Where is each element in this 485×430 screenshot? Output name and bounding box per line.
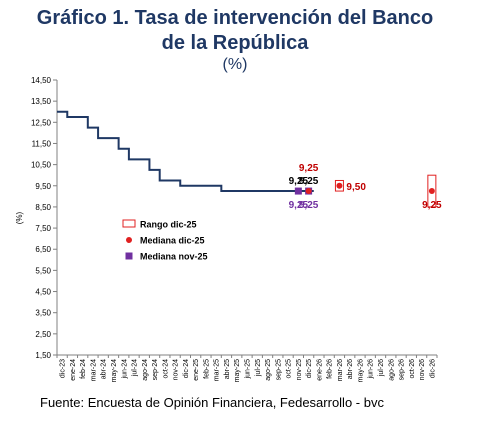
x-tick-label: jun-24 — [121, 359, 128, 380]
x-tick-label: may-25 — [234, 359, 241, 382]
x-tick-label: jul-26 — [378, 359, 385, 377]
y-tick-label: 7,50 — [35, 224, 51, 233]
y-axis-label: (%) — [15, 211, 24, 224]
x-tick-label: ene-26 — [316, 359, 323, 381]
x-tick-label: nov-25 — [296, 359, 303, 381]
x-tick-label: dic-26 — [429, 359, 436, 378]
legend-label: Mediana dic-25 — [140, 236, 205, 246]
y-tick-label: 13,50 — [31, 97, 52, 106]
y-tick-label: 4,50 — [35, 288, 51, 297]
legend-range-swatch — [122, 219, 136, 228]
x-tick-label: dic-24 — [183, 359, 190, 378]
y-tick-label: 2,50 — [35, 330, 51, 339]
x-tick-label: sep-24 — [152, 359, 159, 381]
x-tick-label: mar-24 — [90, 359, 97, 381]
data-label: 9,25 — [299, 176, 319, 187]
x-tick-label: abr-26 — [347, 359, 354, 379]
median-dec25-marker — [305, 188, 312, 195]
y-tick-label: 14,50 — [31, 76, 52, 85]
x-tick-label: dic-25 — [306, 359, 313, 378]
x-tick-label: ene-25 — [193, 359, 200, 381]
x-tick-label: feb-26 — [327, 359, 334, 379]
legend-label: Mediana nov-25 — [140, 252, 208, 262]
source-note: Fuente: Encuesta de Opinión Financiera, … — [40, 395, 384, 410]
x-tick-label: ago-24 — [142, 359, 149, 381]
data-label: 9,25 — [422, 200, 442, 211]
x-tick-label: nov-26 — [419, 359, 426, 381]
x-tick-label: abr-25 — [224, 359, 231, 379]
y-tick-label: 9,50 — [35, 182, 51, 191]
chart-title-line2: de la República — [161, 32, 309, 54]
legend-label: Rango dic-25 — [140, 220, 197, 230]
data-label: 9,25 — [289, 200, 309, 211]
y-tick-label: 5,50 — [35, 266, 51, 275]
chart-unit: (%) — [222, 56, 248, 73]
x-tick-label: nov-24 — [173, 359, 180, 381]
history-line — [57, 110, 314, 193]
median-nov25-marker — [294, 187, 302, 195]
x-tick-label: sep-26 — [399, 359, 406, 381]
x-tick-label: jun-25 — [245, 359, 252, 380]
x-tick-label: dic-23 — [60, 359, 67, 378]
x-tick-label: jul-25 — [255, 359, 262, 377]
x-tick-label: ago-25 — [265, 359, 272, 381]
x-tick-label: abr-24 — [101, 359, 108, 379]
range-box — [427, 174, 437, 208]
legend-median-nov25-swatch — [125, 252, 133, 260]
x-tick-label: mar-25 — [214, 359, 221, 381]
x-tick-label: jul-24 — [132, 359, 139, 377]
y-tick-label: 11,50 — [32, 139, 52, 148]
x-tick-label: oct-26 — [409, 359, 416, 379]
chart-title-line1: Gráfico 1. Tasa de intervención del Banc… — [36, 7, 434, 29]
range-box — [334, 179, 344, 192]
y-tick-label: 8,50 — [35, 203, 51, 212]
x-tick-label: sep-25 — [275, 359, 282, 381]
x-tick-label: ago-26 — [388, 359, 395, 381]
y-tick-label: 3,50 — [35, 309, 51, 318]
median-dec25-marker — [428, 188, 435, 195]
x-tick-label: oct-25 — [286, 359, 293, 379]
x-tick-label: mar-26 — [337, 359, 344, 381]
x-tick-label: feb-25 — [203, 359, 210, 379]
y-tick-label: 6,50 — [35, 245, 51, 254]
data-label: 9,25 — [299, 200, 319, 211]
x-tick-label: ene-24 — [70, 359, 77, 381]
y-tick-label: 12,50 — [31, 118, 52, 127]
data-label: 9,25 — [299, 163, 319, 174]
median-dec25-marker — [336, 182, 343, 189]
x-tick-label: oct-24 — [162, 359, 169, 379]
legend-median-dec25-swatch — [126, 237, 132, 243]
x-tick-label: may-26 — [357, 359, 364, 382]
x-tick-label: jun-26 — [368, 359, 375, 380]
x-tick-label: may-24 — [111, 359, 118, 382]
data-label: 9,50 — [346, 182, 366, 193]
y-tick-label: 10,50 — [31, 161, 52, 170]
data-label: 9,25 — [289, 176, 309, 187]
x-tick-label: feb-24 — [80, 359, 87, 379]
y-tick-label: 1,50 — [35, 351, 51, 360]
